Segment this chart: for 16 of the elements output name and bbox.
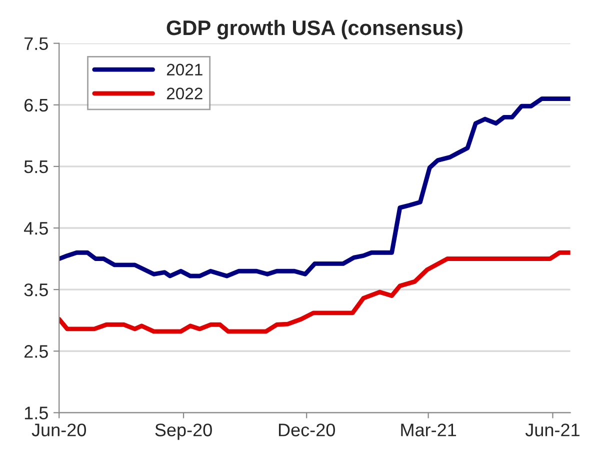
y-tick-label: 6.5 xyxy=(24,98,48,112)
chart-title: GDP growth USA (consensus) xyxy=(166,20,462,40)
line-series xyxy=(59,250,570,334)
x-tick-label: Jun-21 xyxy=(525,424,580,436)
x-tick-label: Dec-20 xyxy=(278,424,335,436)
y-tick-label: 1.5 xyxy=(24,406,48,420)
x-tick-label: Mar-21 xyxy=(401,424,456,436)
legend-label: 2021 xyxy=(166,64,202,76)
y-tick-label: 4.5 xyxy=(24,222,48,235)
legend-label: 2022 xyxy=(166,88,202,100)
y-tick-label: 5.5 xyxy=(24,160,48,174)
x-tick-label: Jun-20 xyxy=(32,424,86,436)
y-tick-label: 3.5 xyxy=(24,283,48,296)
y-tick-label: 7.5 xyxy=(24,37,48,50)
x-tick-label: Sep-20 xyxy=(155,424,212,440)
y-tick-label: 2.5 xyxy=(24,345,48,358)
